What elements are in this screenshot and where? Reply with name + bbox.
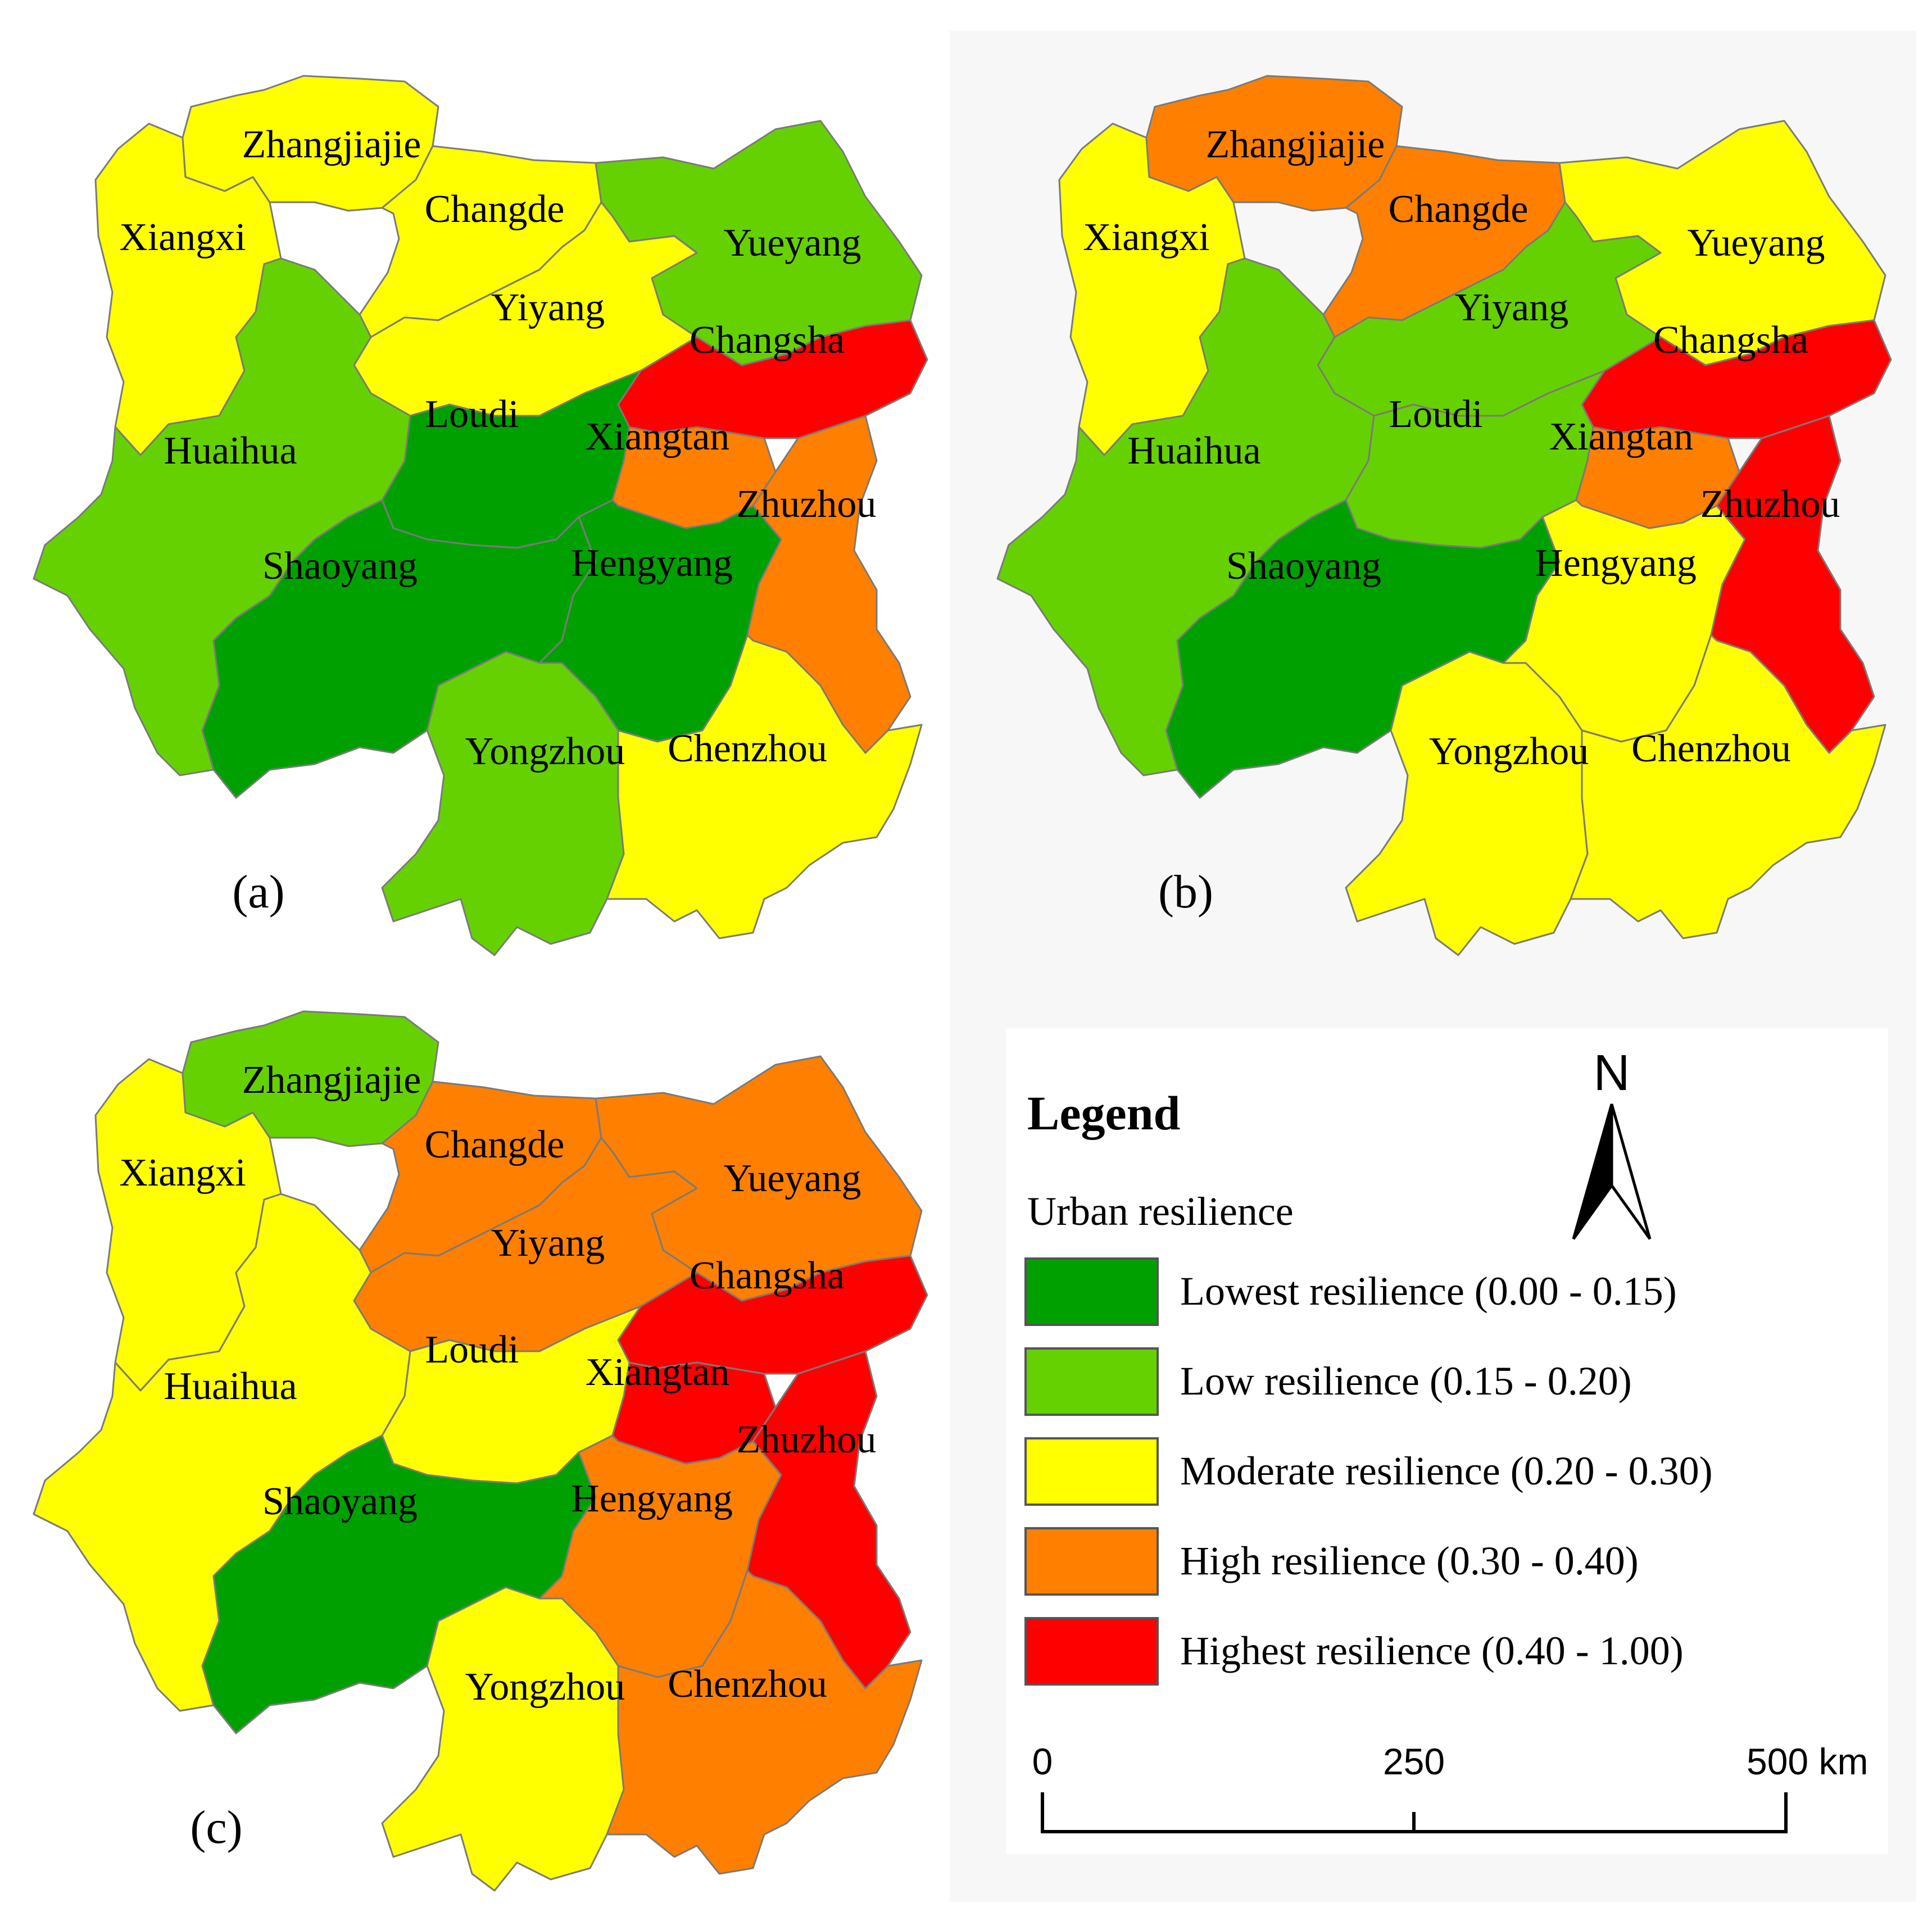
map-panels: XiangxiZhangjiajieChangdeYueyangYiyangHu…	[33, 75, 1892, 1892]
city-label-changde-a: Changde	[425, 188, 565, 231]
region-zhuzhou-c	[746, 1350, 911, 1690]
legend-swatch-moderate	[1024, 1437, 1159, 1506]
region-yongzhou-b	[1345, 651, 1589, 956]
city-label-xiangtan-a: Xiangtan	[586, 415, 730, 458]
city-label-huaihua-a: Huaihua	[164, 429, 297, 473]
city-label-yueyang-a: Yueyang	[724, 221, 861, 265]
legend-subtitle: Urban resilience	[1027, 1189, 1294, 1234]
city-label-zhuzhou-b: Zhuzhou	[1700, 483, 1840, 526]
city-label-hengyang-c: Hengyang	[571, 1477, 733, 1520]
city-label-xiangtan-c: Xiangtan	[586, 1351, 730, 1394]
legend-swatch-low	[1024, 1347, 1159, 1416]
city-label-loudi-c: Loudi	[425, 1328, 519, 1371]
city-label-changde-b: Changde	[1389, 188, 1529, 231]
city-label-loudi-a: Loudi	[425, 393, 519, 436]
legend-title: Legend	[1027, 1086, 1180, 1140]
city-label-changsha-b: Changsha	[1653, 319, 1808, 362]
city-label-chenzhou-c: Chenzhou	[668, 1663, 827, 1706]
city-label-xiangxi-c: Xiangxi	[119, 1151, 246, 1195]
city-label-xiangxi-b: Xiangxi	[1083, 216, 1210, 259]
city-label-changsha-a: Changsha	[690, 319, 845, 362]
panel-label-c: (c)	[190, 1801, 242, 1854]
city-label-loudi-b: Loudi	[1389, 393, 1482, 436]
region-zhangjiajie-b	[1145, 75, 1403, 212]
region-changsha-a	[617, 319, 928, 439]
city-label-zhuzhou-c: Zhuzhou	[737, 1418, 877, 1461]
region-changsha-c	[617, 1255, 928, 1375]
city-label-yongzhou-c: Yongzhou	[465, 1665, 625, 1709]
city-label-changsha-c: Changsha	[690, 1254, 845, 1297]
city-label-xiangtan-b: Xiangtan	[1549, 415, 1694, 458]
north-arrow: N	[1572, 1045, 1652, 1240]
panel-label-b: (b)	[1158, 866, 1213, 918]
city-label-hengyang-a: Hengyang	[571, 542, 733, 585]
city-label-zhuzhou-a: Zhuzhou	[737, 483, 877, 526]
city-label-huaihua-b: Huaihua	[1127, 429, 1260, 473]
legend-label-low: Low resilience (0.15 - 0.20)	[1180, 1359, 1632, 1404]
city-label-yongzhou-b: Yongzhou	[1429, 730, 1589, 773]
city-label-shaoyang-c: Shaoyang	[262, 1480, 418, 1523]
legend-label-high: High resilience (0.30 - 0.40)	[1180, 1538, 1639, 1583]
region-zhuzhou-a	[746, 415, 911, 754]
region-yongzhou-a	[381, 651, 625, 956]
city-label-yueyang-c: Yueyang	[724, 1157, 861, 1200]
panel-label-a: (a)	[232, 866, 284, 918]
city-label-changde-c: Changde	[425, 1123, 565, 1166]
city-label-zhangjiajie-c: Zhangjiajie	[242, 1059, 421, 1102]
region-changsha-b	[1581, 319, 1892, 439]
north-arrow-outline-icon	[1610, 1103, 1652, 1240]
city-label-yueyang-b: Yueyang	[1688, 221, 1825, 265]
region-yongzhou-c	[381, 1586, 625, 1892]
city-label-shaoyang-a: Shaoyang	[262, 544, 418, 588]
region-zhangjiajie-a	[182, 75, 439, 212]
city-label-chenzhou-a: Chenzhou	[668, 727, 827, 770]
scale-bar-line	[1041, 1792, 1788, 1833]
scale-tick-0: 0	[1032, 1741, 1053, 1782]
scale-tick-500: 500 km	[1747, 1741, 1868, 1782]
legend-label-lowest: Lowest resilience (0.00 - 0.15)	[1180, 1269, 1677, 1314]
scale-bar: 0 250 500 km	[1032, 1741, 1868, 1833]
legend: Legend Urban resilience Lowest resilienc…	[1024, 1045, 1868, 1833]
region-zhangjiajie-c	[182, 1010, 439, 1147]
legend-swatch-lowest	[1024, 1257, 1159, 1326]
city-label-shaoyang-b: Shaoyang	[1226, 544, 1381, 588]
city-label-xiangxi-a: Xiangxi	[119, 216, 246, 259]
north-label: N	[1594, 1045, 1630, 1101]
legend-swatch-highest	[1024, 1617, 1159, 1686]
city-label-yiyang-a: Yiyang	[491, 286, 605, 329]
city-label-zhangjiajie-b: Zhangjiajie	[1206, 123, 1385, 166]
city-label-hengyang-b: Hengyang	[1535, 542, 1697, 585]
city-label-huaihua-c: Huaihua	[164, 1365, 297, 1408]
city-label-yiyang-b: Yiyang	[1455, 286, 1568, 329]
legend-swatch-high	[1024, 1527, 1159, 1596]
legend-label-highest: Highest resilience (0.40 - 1.00)	[1180, 1628, 1684, 1673]
city-label-yongzhou-a: Yongzhou	[465, 730, 625, 773]
legend-items: Lowest resilience (0.00 - 0.15) Low resil…	[1024, 1257, 1713, 1686]
city-label-chenzhou-b: Chenzhou	[1631, 727, 1791, 770]
region-zhuzhou-b	[1710, 415, 1875, 754]
legend-label-moderate: Moderate resilience (0.20 - 0.30)	[1180, 1448, 1713, 1493]
city-label-zhangjiajie-a: Zhangjiajie	[242, 123, 421, 166]
scale-tick-250: 250	[1383, 1741, 1445, 1782]
city-label-yiyang-c: Yiyang	[491, 1221, 605, 1265]
